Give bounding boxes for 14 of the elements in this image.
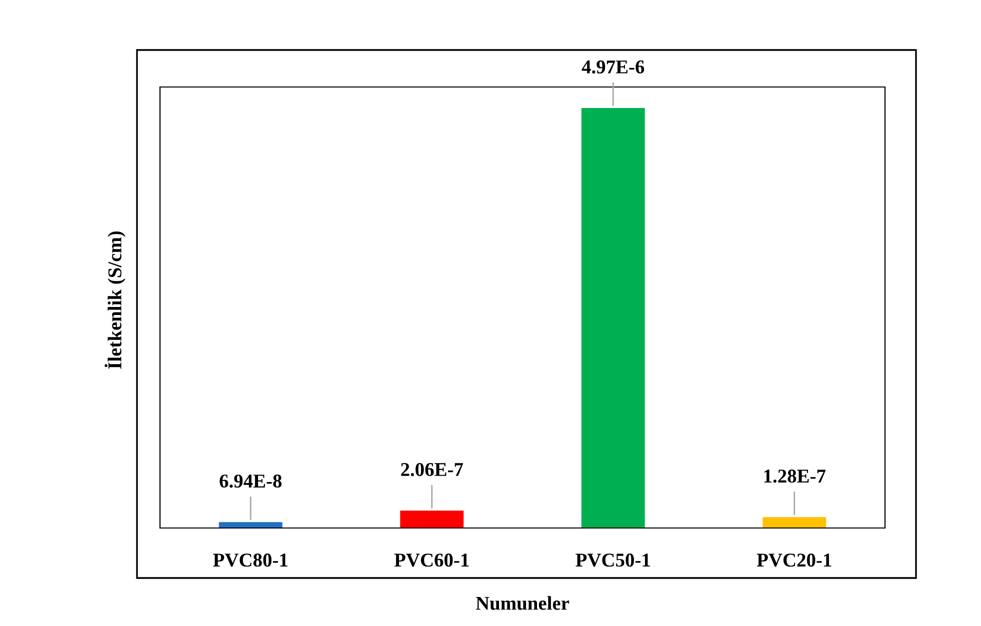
- data-label: 6.94E-8: [220, 474, 282, 488]
- data-label: 2.06E-7: [401, 462, 463, 476]
- y-axis-title: İletkenlik (S/cm): [104, 231, 126, 369]
- bar: [218, 522, 282, 528]
- x-tick-label: PVC50-1: [576, 554, 650, 567]
- data-label: 1.28E-7: [764, 470, 826, 483]
- bar: [762, 517, 826, 528]
- x-tick-label: PVC20-1: [756, 554, 832, 567]
- bar: [400, 510, 464, 528]
- x-axis-title: Numuneler: [476, 596, 570, 610]
- x-tick-label: PVC60-1: [394, 554, 469, 567]
- bar: [581, 108, 645, 528]
- data-label: 4.97E-6: [582, 60, 644, 74]
- x-tick-label: PVC80-1: [213, 554, 288, 567]
